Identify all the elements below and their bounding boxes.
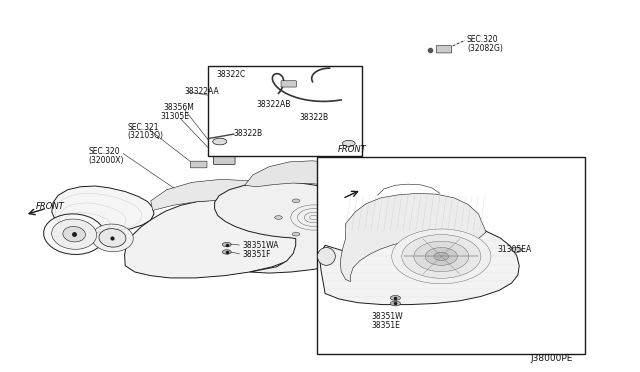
Text: 31305EA: 31305EA: [497, 244, 532, 253]
Polygon shape: [52, 186, 154, 234]
Text: FRONT: FRONT: [36, 202, 65, 211]
Polygon shape: [320, 222, 519, 305]
Text: (32103Q): (32103Q): [127, 131, 163, 141]
Ellipse shape: [511, 247, 522, 252]
Ellipse shape: [275, 216, 282, 219]
Text: 38356M: 38356M: [164, 103, 195, 112]
FancyBboxPatch shape: [213, 155, 235, 164]
Bar: [317, 157, 585, 353]
Ellipse shape: [44, 214, 104, 254]
Polygon shape: [340, 193, 486, 282]
Text: SEC.321: SEC.321: [127, 123, 159, 132]
Text: 38351WA: 38351WA: [242, 241, 278, 250]
Ellipse shape: [317, 247, 335, 265]
Ellipse shape: [212, 138, 227, 145]
Ellipse shape: [216, 150, 226, 155]
Ellipse shape: [292, 232, 300, 236]
Bar: [208, 65, 362, 156]
Ellipse shape: [434, 252, 449, 260]
Polygon shape: [125, 200, 300, 278]
Ellipse shape: [63, 227, 85, 242]
Ellipse shape: [222, 250, 231, 254]
Text: 38322AA: 38322AA: [184, 87, 220, 96]
Ellipse shape: [392, 229, 491, 284]
Text: (32000X): (32000X): [89, 156, 124, 165]
Text: 38322B: 38322B: [234, 129, 263, 138]
Text: 38351F: 38351F: [242, 250, 271, 259]
Text: FRONT: FRONT: [338, 145, 367, 154]
Polygon shape: [151, 179, 296, 211]
Ellipse shape: [327, 232, 335, 236]
Ellipse shape: [292, 199, 300, 203]
Ellipse shape: [390, 295, 401, 300]
Text: 38322C: 38322C: [216, 70, 246, 79]
Text: 31305E: 31305E: [161, 112, 189, 121]
Text: (32082G): (32082G): [467, 44, 503, 53]
Text: 38322B: 38322B: [300, 113, 329, 122]
Text: 38322AB: 38322AB: [256, 100, 291, 109]
Ellipse shape: [327, 199, 335, 203]
Ellipse shape: [345, 216, 353, 219]
FancyBboxPatch shape: [281, 81, 296, 87]
Ellipse shape: [414, 241, 469, 272]
Text: J38000PE: J38000PE: [531, 354, 573, 363]
Ellipse shape: [390, 301, 401, 306]
Text: 38351E: 38351E: [371, 321, 400, 330]
Polygon shape: [244, 161, 383, 199]
Ellipse shape: [92, 224, 133, 252]
FancyBboxPatch shape: [190, 161, 207, 168]
Text: 38351W: 38351W: [371, 312, 403, 321]
Ellipse shape: [402, 235, 481, 278]
Text: SEC.320: SEC.320: [89, 147, 120, 156]
Text: SEC.320: SEC.320: [467, 35, 499, 44]
FancyBboxPatch shape: [436, 45, 452, 53]
Ellipse shape: [99, 229, 126, 247]
Ellipse shape: [52, 219, 97, 249]
Polygon shape: [214, 182, 385, 273]
Ellipse shape: [222, 242, 231, 247]
Ellipse shape: [425, 247, 458, 265]
Ellipse shape: [342, 140, 355, 146]
